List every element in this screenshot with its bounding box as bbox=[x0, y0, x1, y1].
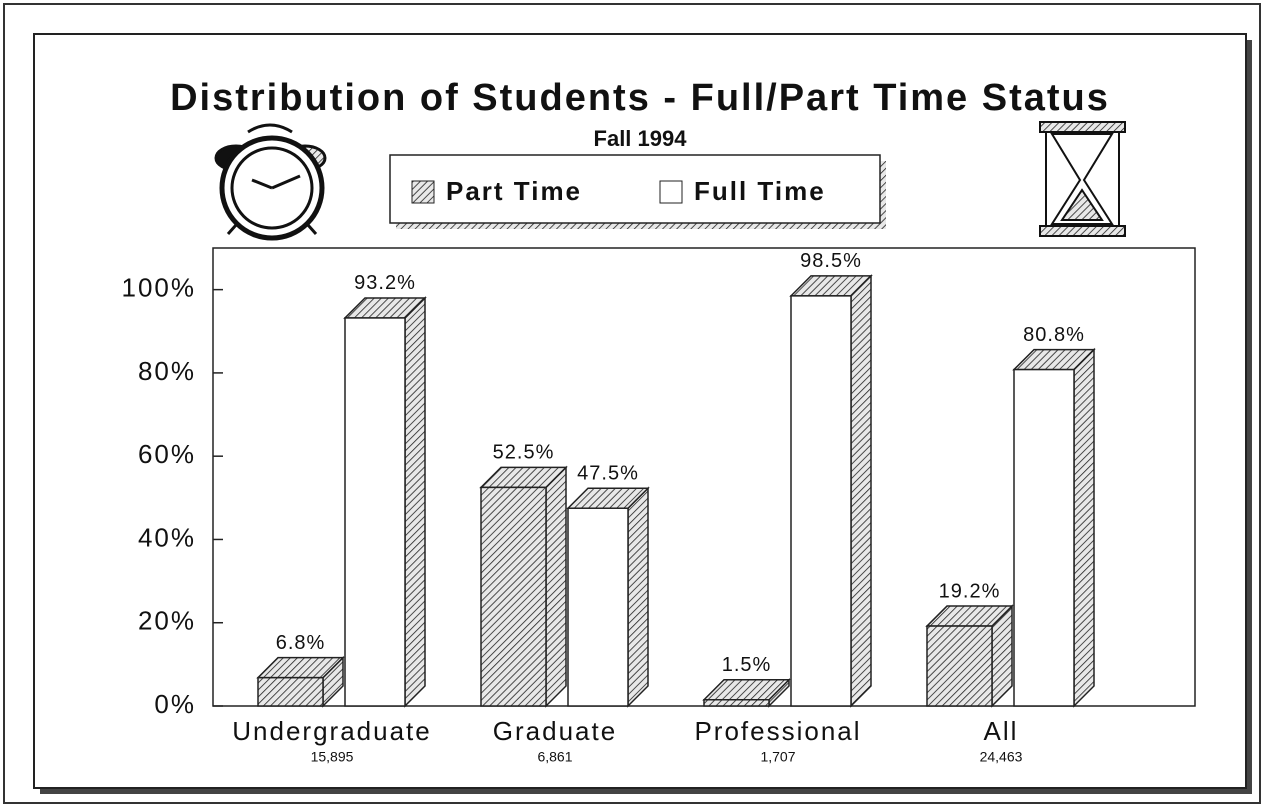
legend bbox=[389, 154, 881, 224]
y-tick-label: 20% bbox=[138, 606, 196, 636]
x-tick-label: Graduate bbox=[493, 716, 617, 746]
x-tick-label: All bbox=[984, 716, 1019, 746]
chart-title: Distribution of Students - Full/Part Tim… bbox=[170, 77, 1110, 119]
value-label: 6.8% bbox=[276, 632, 326, 654]
category-count: 6,861 bbox=[537, 749, 572, 765]
category-count: 15,895 bbox=[311, 749, 354, 765]
bar bbox=[257, 676, 324, 707]
value-label: 98.5% bbox=[800, 250, 862, 272]
x-tick-label: Professional bbox=[694, 716, 861, 746]
bar bbox=[790, 295, 852, 707]
bar bbox=[1013, 368, 1075, 707]
x-tick-label: Undergraduate bbox=[232, 716, 431, 746]
bar-side bbox=[1073, 347, 1095, 708]
value-label: 47.5% bbox=[577, 463, 639, 485]
hourglass-icon bbox=[1039, 121, 1126, 237]
bar-side bbox=[850, 274, 872, 708]
legend-swatch bbox=[411, 180, 435, 204]
bar bbox=[480, 486, 547, 707]
value-label: 93.2% bbox=[354, 272, 416, 294]
y-tick-label: 100% bbox=[122, 273, 197, 303]
value-label: 1.5% bbox=[722, 654, 772, 676]
bar-side bbox=[545, 465, 567, 708]
legend-label: Part Time bbox=[446, 176, 582, 206]
bar bbox=[344, 317, 406, 707]
bar bbox=[926, 625, 993, 707]
clock-icon bbox=[214, 123, 327, 241]
category-count: 24,463 bbox=[980, 749, 1023, 765]
category-count: 1,707 bbox=[760, 749, 795, 765]
value-label: 52.5% bbox=[493, 442, 555, 464]
value-label: 19.2% bbox=[939, 580, 1001, 602]
y-tick-label: 80% bbox=[138, 356, 196, 386]
y-tick-label: 40% bbox=[138, 522, 196, 552]
y-tick-label: 60% bbox=[138, 439, 196, 469]
outer-frame bbox=[3, 3, 1261, 804]
bar-side bbox=[627, 486, 649, 708]
legend-swatch bbox=[659, 180, 683, 204]
bar bbox=[567, 507, 629, 707]
bar-side bbox=[404, 296, 426, 708]
bar bbox=[703, 699, 770, 707]
legend-label: Full Time bbox=[694, 176, 826, 206]
chart-subtitle: Fall 1994 bbox=[594, 126, 688, 151]
y-tick-label: 0% bbox=[154, 689, 196, 719]
value-label: 80.8% bbox=[1023, 324, 1085, 346]
